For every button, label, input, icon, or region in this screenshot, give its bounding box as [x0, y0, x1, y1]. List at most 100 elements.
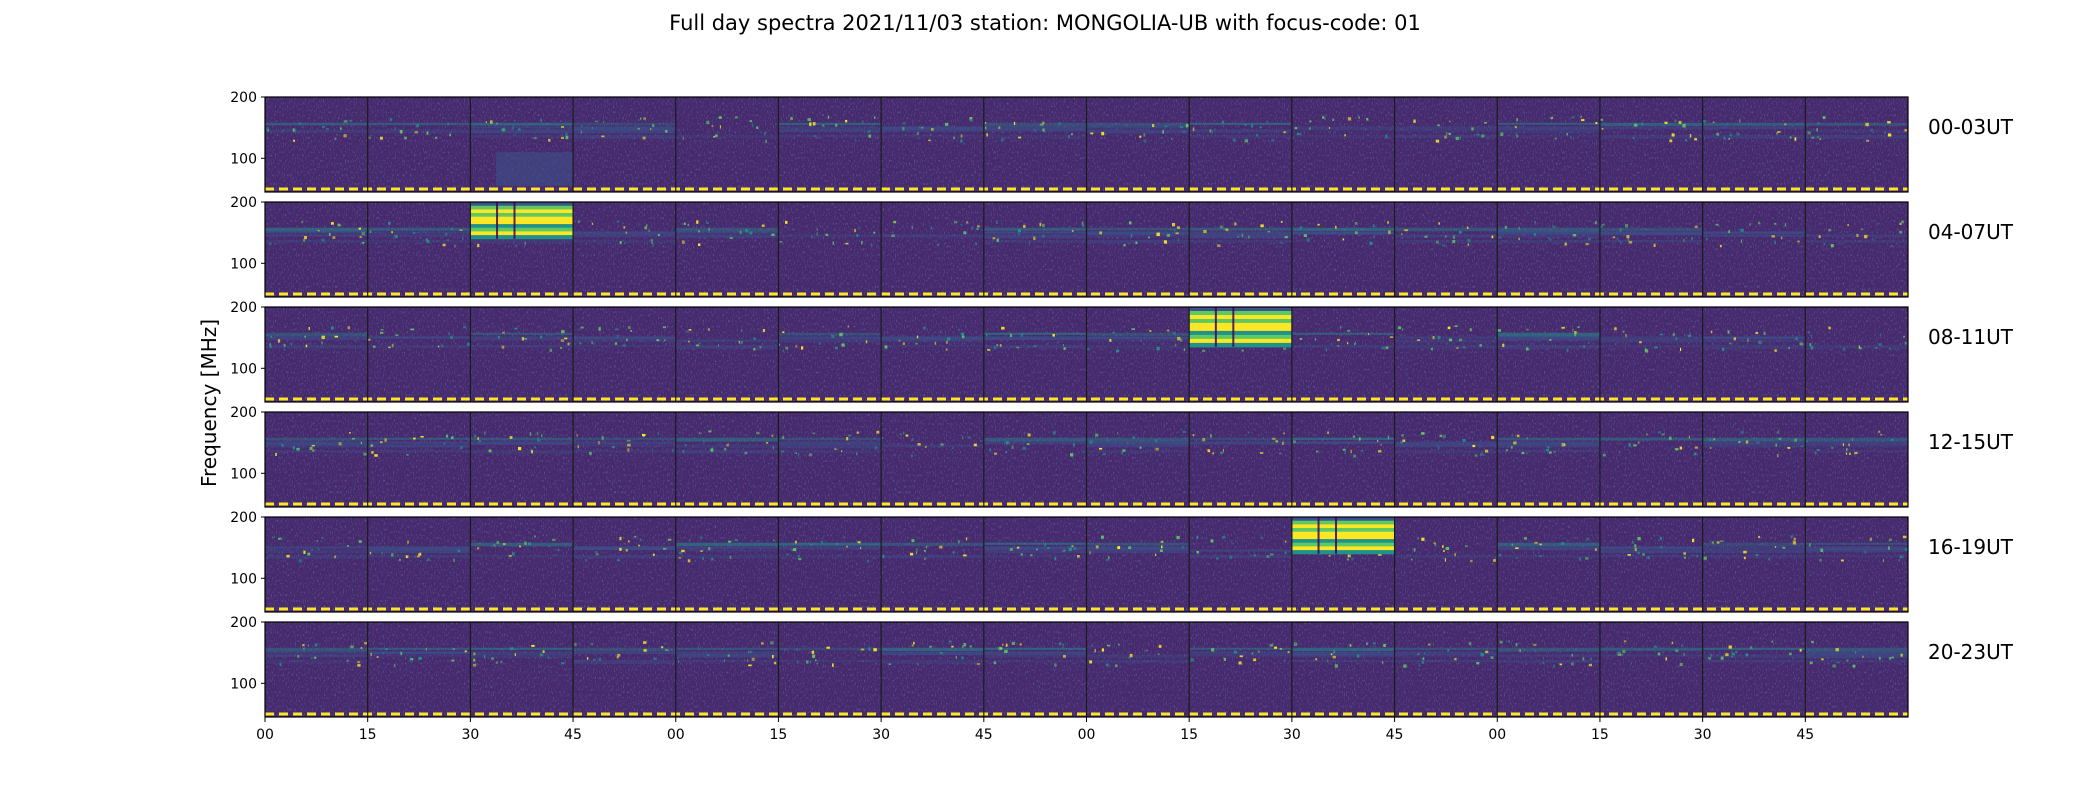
rfi-speck: [1448, 132, 1451, 135]
rfi-speck: [751, 123, 754, 127]
rfi-band: [1189, 240, 1292, 243]
rfi-speck: [1876, 536, 1879, 538]
rfi-speck: [1353, 454, 1356, 458]
rfi-speck: [1105, 663, 1109, 667]
rfi-speck: [1239, 655, 1243, 658]
rfi-band: [1394, 336, 1498, 339]
rfi-speck: [399, 558, 401, 561]
rfi-speck: [390, 118, 392, 121]
rfi-speck: [1846, 448, 1848, 452]
rfi-speck: [1900, 653, 1903, 657]
rfi-speck: [1401, 434, 1404, 437]
rfi-speck: [1511, 446, 1513, 449]
rfi-speck: [1372, 235, 1376, 239]
rfi-speck: [338, 442, 342, 446]
rfi-band: [881, 129, 984, 133]
rfi-speck: [1432, 336, 1435, 340]
rfi-band: [778, 555, 882, 558]
rfi-speck: [1466, 226, 1469, 229]
rfi-speck: [966, 221, 969, 224]
rfi-speck: [772, 446, 774, 450]
rfi-speck: [1306, 238, 1310, 242]
rfi-speck: [1872, 237, 1874, 241]
rfi-speck: [1062, 550, 1064, 553]
rfi-band: [265, 444, 368, 448]
rfi-band: [778, 450, 882, 454]
rfi-speck: [1784, 223, 1787, 227]
rfi-band: [1086, 542, 1190, 546]
rfi-speck: [1190, 658, 1194, 662]
rfi-speck: [1057, 341, 1059, 344]
rfi-band: [367, 437, 471, 440]
rfi-speck: [1335, 225, 1337, 229]
rfi-speck: [1435, 139, 1440, 143]
rfi-speck: [1279, 452, 1282, 455]
x-tick-label: 00: [1488, 727, 1506, 743]
rfi-speck: [796, 661, 799, 665]
rfi-speck: [1526, 451, 1528, 455]
rfi-speck: [638, 544, 641, 547]
rfi-speck: [1622, 330, 1625, 333]
rfi-speck: [1177, 336, 1181, 341]
rfi-speck: [321, 341, 323, 345]
rfi-speck: [1259, 126, 1262, 129]
rfi-speck: [1011, 445, 1014, 449]
rfi-speck: [1669, 436, 1672, 440]
rfi-speck: [514, 327, 518, 330]
x-tick-label: 00: [667, 727, 685, 743]
rfi-band: [1394, 651, 1498, 656]
rfi-band: [983, 126, 1087, 131]
rfi-speck: [1622, 649, 1626, 654]
row-frame: [264, 201, 1909, 298]
row-frame: [264, 96, 1909, 193]
rfi-speck: [426, 131, 429, 135]
rfi-speck: [524, 337, 527, 340]
rfi-speck: [1283, 432, 1285, 435]
rfi-speck: [1904, 129, 1908, 132]
rfi-speck: [945, 348, 948, 351]
rfi-speck: [426, 558, 431, 562]
rfi-band: [1702, 345, 1806, 349]
rfi-speck: [616, 220, 620, 223]
rfi-speck: [531, 645, 535, 647]
rfi-speck: [1515, 132, 1518, 136]
burst-band: [1189, 338, 1292, 344]
rfi-speck: [965, 537, 968, 541]
rfi-speck: [1271, 139, 1275, 142]
rfi-speck: [1094, 648, 1097, 653]
rfi-speck: [1664, 121, 1668, 124]
rfi-speck: [1891, 656, 1894, 659]
rfi-speck: [839, 332, 843, 337]
rfi-speck: [1209, 129, 1212, 133]
rfi-speck: [749, 650, 752, 653]
rfi-speck: [1864, 550, 1866, 554]
rfi-speck: [1157, 653, 1160, 656]
rfi-speck: [298, 122, 302, 125]
rfi-speck: [1449, 120, 1451, 123]
rfi-band: [675, 345, 779, 349]
rfi-band: [1497, 441, 1600, 446]
rfi-speck: [816, 232, 818, 236]
burst-band: [470, 224, 574, 229]
rfi-speck: [1616, 236, 1618, 241]
rfi-speck: [960, 134, 963, 138]
rfi-band: [1086, 240, 1190, 244]
x-tick-label: 45: [564, 727, 582, 743]
rfi-speck: [1266, 555, 1269, 558]
rfi-speck: [1067, 135, 1070, 139]
rfi-speck: [294, 128, 297, 133]
rfi-band: [470, 336, 574, 341]
rfi-speck: [502, 543, 506, 546]
rfi-speck: [1383, 643, 1386, 647]
rfi-speck: [1750, 646, 1753, 649]
rfi-speck: [1166, 234, 1170, 237]
rfi-speck: [1223, 228, 1227, 230]
rfi-speck: [446, 434, 448, 438]
rfi-speck: [1161, 545, 1163, 549]
rfi-speck: [911, 454, 913, 458]
rfi-speck: [1574, 331, 1577, 335]
rfi-speck: [1511, 543, 1513, 546]
rfi-speck: [1471, 127, 1474, 131]
rfi-speck: [915, 342, 918, 345]
rfi-speck: [911, 644, 914, 647]
